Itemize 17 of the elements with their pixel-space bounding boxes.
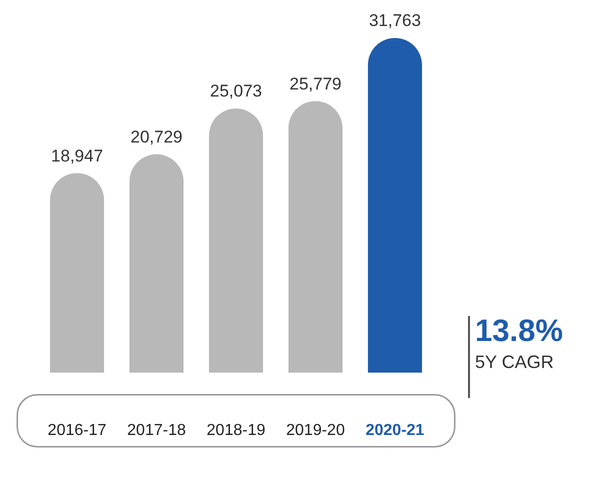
x-tick-label: 2018-19 <box>206 422 266 439</box>
data-label: 18,947 <box>51 146 104 166</box>
data-label: 25,779 <box>289 74 342 94</box>
x-tick-label: 2017-18 <box>127 422 186 439</box>
bar <box>50 173 104 373</box>
bar <box>288 101 343 373</box>
x-tick-label: 2016-17 <box>48 422 106 439</box>
data-label: 20,729 <box>130 127 183 146</box>
data-label: 25,073 <box>210 82 262 101</box>
text: 5Y CAGR <box>475 351 555 374</box>
x-tick-label: 2019-20 <box>286 422 345 439</box>
bar <box>368 38 422 373</box>
bar <box>129 154 184 373</box>
data-label: 31,763 <box>368 11 421 30</box>
text: 13.8% <box>475 312 563 350</box>
bar <box>208 108 264 373</box>
x-tick-label: 2020-21 <box>366 422 424 439</box>
